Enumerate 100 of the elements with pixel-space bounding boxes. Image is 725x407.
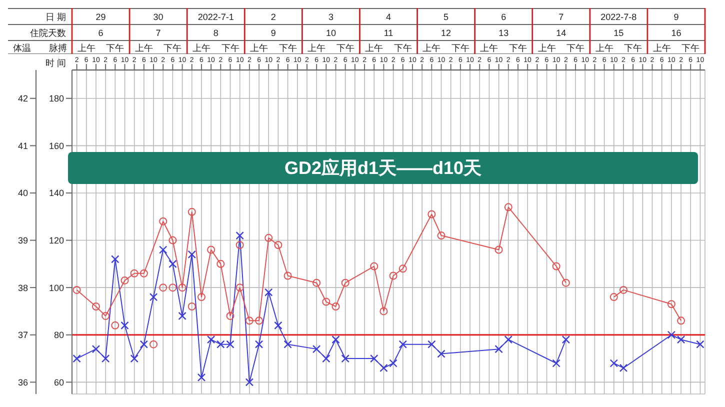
point: [284, 340, 292, 348]
text: 住院天数: [30, 28, 66, 38]
point: [398, 264, 407, 273]
text: 上午: [365, 43, 384, 53]
point: [504, 203, 512, 212]
text: 下午: [394, 43, 412, 53]
text: 3: [328, 12, 334, 22]
text: 下午: [164, 43, 182, 53]
text: 15: [614, 28, 624, 38]
point: [389, 359, 398, 368]
y-tick-label: 140: [48, 188, 64, 198]
text: 6: [98, 28, 104, 38]
point: [370, 262, 378, 270]
point: [101, 354, 110, 363]
point: [120, 321, 129, 330]
text: 下午: [566, 43, 585, 53]
point: [398, 340, 407, 348]
point: [676, 336, 686, 344]
point: [236, 241, 244, 250]
text: 下午: [451, 43, 470, 53]
point: [667, 330, 676, 339]
y2-tick-label: 37: [18, 330, 28, 340]
point: [341, 278, 350, 287]
y2-tick-label: 42: [18, 94, 28, 104]
point: [159, 246, 168, 254]
text: 8: [213, 28, 218, 38]
point: [111, 255, 120, 264]
point: [120, 276, 129, 284]
point: [168, 260, 177, 268]
point: [207, 246, 216, 254]
text: 上午: [422, 43, 441, 53]
point: [667, 300, 676, 308]
point: [494, 246, 503, 254]
text: 2022-7-1: [198, 12, 234, 22]
point: [322, 298, 330, 306]
text: 16: [671, 28, 682, 38]
x-axis-title: 时 间: [45, 58, 66, 68]
point: [494, 344, 503, 354]
point: [140, 269, 148, 278]
point: [168, 284, 177, 292]
point: [332, 302, 340, 310]
point: [619, 364, 628, 372]
point: [380, 364, 388, 372]
point: [236, 231, 244, 240]
text: 下午: [682, 43, 700, 53]
point: [274, 241, 282, 250]
point: [341, 354, 350, 363]
y-tick-label: 180: [48, 94, 64, 104]
point: [149, 292, 158, 302]
point: [428, 210, 436, 218]
point: [188, 302, 196, 310]
text: 14: [556, 28, 566, 38]
point: [274, 321, 282, 330]
text: 下午: [278, 43, 297, 53]
y-tick-label: 100: [48, 282, 64, 293]
text: 上午: [192, 43, 210, 53]
point: [312, 344, 321, 354]
point: [245, 378, 254, 386]
point: [140, 340, 148, 348]
y2-tick-label: 41: [18, 140, 28, 151]
text: 下午: [508, 43, 527, 53]
point: [188, 250, 196, 259]
text: 日 期: [45, 12, 66, 22]
point: [197, 293, 206, 302]
point: [254, 340, 264, 348]
text: 上午: [134, 43, 153, 53]
point: [72, 286, 81, 294]
point: [168, 236, 177, 244]
text: 2: [270, 12, 276, 22]
text: 13: [498, 28, 509, 38]
text: 2022-7-8: [600, 12, 637, 22]
point: [552, 262, 560, 270]
point: [610, 293, 618, 302]
point: [696, 340, 704, 348]
y2-tick-label: 38: [18, 282, 28, 293]
point: [610, 359, 618, 368]
point: [245, 316, 254, 325]
y2-tick-label: 40: [18, 188, 28, 198]
point: [389, 272, 398, 280]
point: [504, 336, 512, 344]
text: 下午: [624, 43, 642, 53]
text: 30: [153, 12, 164, 22]
text: 11: [384, 28, 394, 38]
point: [562, 336, 570, 344]
point: [159, 217, 168, 226]
point: [150, 340, 158, 348]
text: 7: [156, 28, 161, 38]
point: [178, 284, 186, 292]
text: 9: [674, 12, 679, 22]
point: [370, 354, 378, 363]
point: [437, 232, 446, 240]
point: [677, 316, 686, 325]
text: 上午: [308, 43, 326, 53]
y-tick-label: 80: [54, 330, 64, 340]
text: 9: [270, 28, 276, 38]
y-axis-title: 脉搏: [49, 43, 67, 53]
text: 上午: [652, 43, 671, 53]
text: 12: [441, 28, 452, 38]
text: 上午: [595, 43, 614, 53]
point: [197, 373, 206, 382]
